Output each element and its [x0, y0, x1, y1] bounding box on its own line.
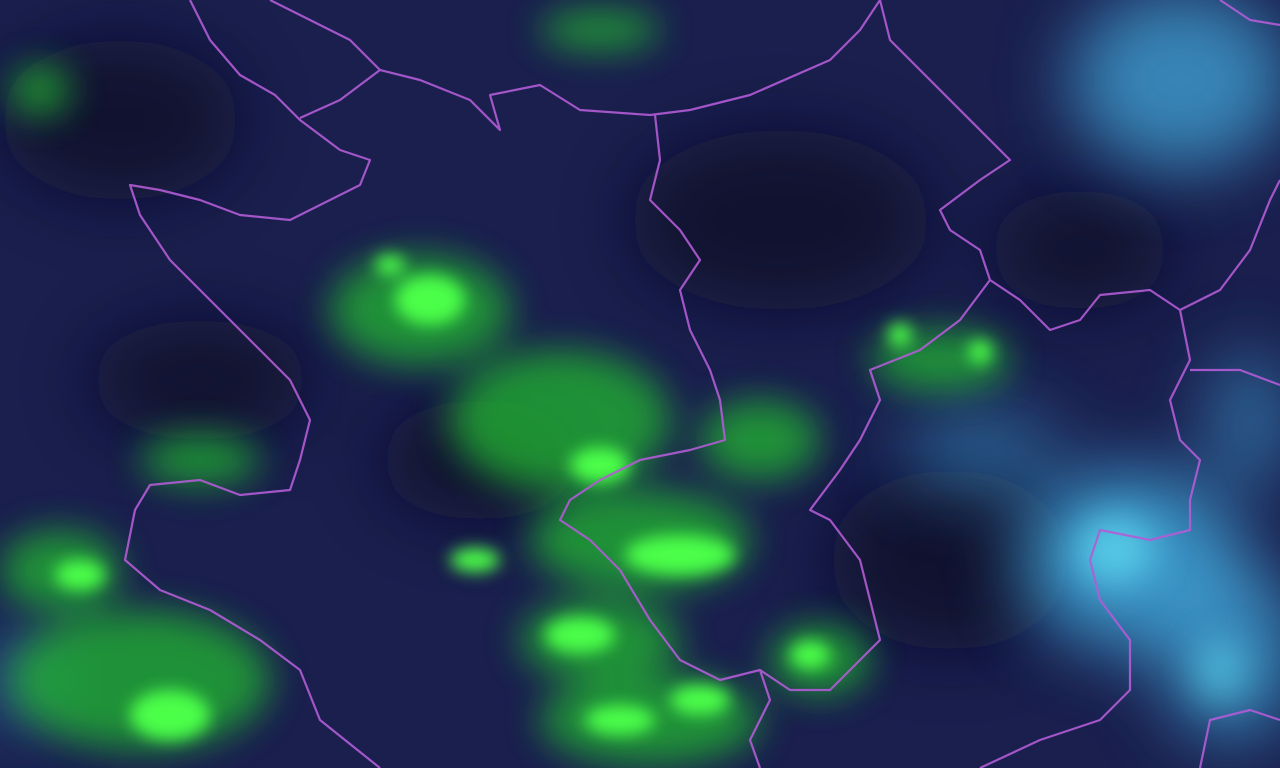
boundary-northeast: [1219, 0, 1280, 27]
boundary-southeast: [979, 309, 1202, 768]
bright-cloud-cores: [1075, 515, 1245, 700]
boundary-east-spur: [1190, 368, 1280, 387]
dark-patches: [0, 40, 1170, 650]
boundary-southeast-corner: [1198, 708, 1280, 768]
boundary-central: [558, 0, 1012, 692]
bright-green-cores: [55, 255, 992, 740]
boundary-east: [989, 179, 1280, 332]
boundary-north-spur: [299, 69, 381, 120]
boundary-west: [123, 0, 381, 768]
boundary-north: [269, 0, 881, 132]
administrative-boundaries: [123, 0, 1280, 768]
boundary-south: [748, 669, 772, 768]
